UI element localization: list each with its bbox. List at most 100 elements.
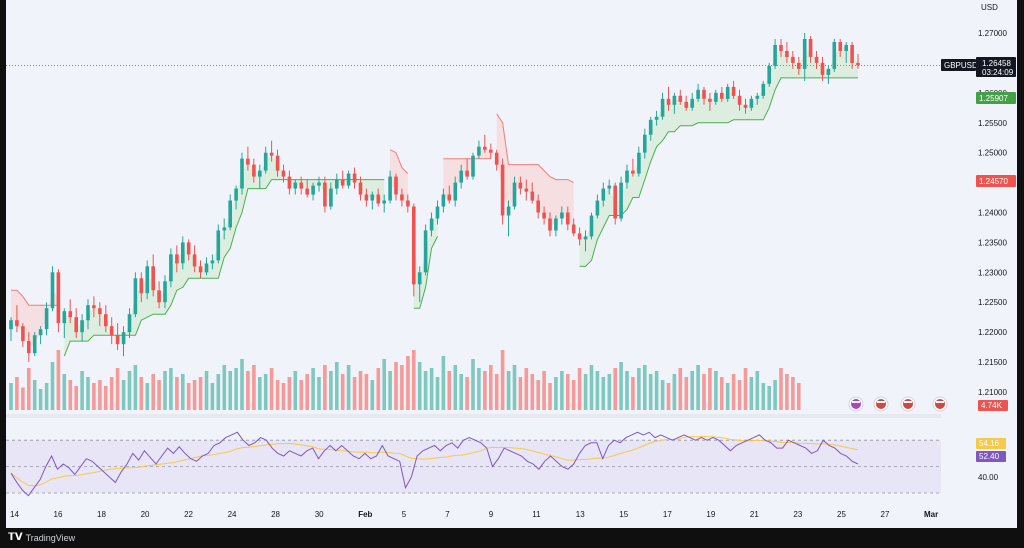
- volume-bar: [660, 380, 665, 410]
- chart-canvas[interactable]: USD1.270001.265001.260001.255001.250001.…: [6, 0, 1017, 528]
- countdown-value: 03:24:09: [982, 68, 1014, 77]
- candle-body: [133, 278, 138, 315]
- supertrend-indicator: [11, 46, 858, 357]
- time-axis: 14 16 18 20 22 24 28 30 Feb 5 7 9 11 13 15 17 19 21 23 25 27…: [6, 503, 1017, 528]
- symbol-badge-bg: [941, 59, 976, 71]
- volume-bar: [234, 368, 238, 410]
- volume-bar: [441, 356, 446, 410]
- volume-bar: [133, 365, 138, 410]
- volume-bar: [406, 356, 410, 410]
- candle-body: [631, 170, 635, 174]
- candle-body: [151, 266, 155, 291]
- volume-bar: [465, 377, 469, 410]
- volume-bar: [32, 380, 37, 410]
- volume-bar: [530, 374, 535, 410]
- volume-bar: [494, 374, 499, 410]
- supertrend-down-badge-bg: [976, 175, 1016, 187]
- candle-body: [109, 326, 114, 336]
- candle-body: [838, 42, 843, 51]
- candle-body: [791, 56, 795, 63]
- candle-body: [797, 62, 801, 69]
- candle-body: [15, 320, 19, 327]
- candle-body: [317, 182, 321, 186]
- volume-bar: [364, 374, 369, 410]
- time-tick-label: 16: [54, 510, 63, 519]
- volume-bar: [423, 371, 428, 410]
- supertrend-down-line: [11, 289, 59, 306]
- currency-label: USD: [981, 3, 998, 12]
- candle-body: [471, 155, 475, 177]
- volume-bar: [258, 377, 262, 410]
- volume-bar: [518, 377, 523, 410]
- candle-body: [346, 173, 351, 186]
- volume-bar: [577, 368, 582, 410]
- time-tick-label: 15: [619, 510, 628, 519]
- candle-body: [435, 206, 440, 219]
- us-flag-icon-inner: [876, 399, 886, 409]
- rsi-band: [6, 440, 941, 493]
- candle-body: [417, 272, 422, 285]
- candle-body: [589, 215, 594, 237]
- us-flag-icon-inner: [935, 399, 945, 409]
- candle-body: [358, 182, 363, 195]
- volume-bar: [139, 377, 144, 410]
- candle-body: [38, 329, 43, 336]
- volume-bar: [459, 374, 463, 410]
- candle-body: [832, 42, 837, 69]
- candle-body: [68, 311, 73, 318]
- volume-bar: [157, 380, 161, 410]
- candle-body: [702, 89, 706, 99]
- volume-bar: [198, 377, 203, 410]
- volume-bar: [50, 362, 55, 410]
- volume-bar: [21, 387, 25, 410]
- pane-separator: [6, 414, 941, 418]
- supertrend-down-fill: [496, 113, 574, 229]
- volume-bar: [743, 368, 748, 410]
- volume-bar: [186, 383, 191, 410]
- candle-body: [263, 152, 268, 171]
- volume-bar: [684, 377, 689, 410]
- tradingview-branding[interactable]: 𝗧𝗩 TradingView: [8, 532, 75, 543]
- candle-body: [577, 233, 582, 240]
- volume-bar: [536, 380, 540, 410]
- volume-bar: [453, 365, 458, 410]
- volume-bar: [417, 362, 422, 410]
- candle-body: [477, 146, 481, 156]
- candle-body: [542, 212, 546, 219]
- volume-bar: [352, 377, 357, 410]
- price-tick-label: 1.22500: [978, 298, 1007, 307]
- volume-bar: [98, 380, 102, 410]
- volume-bar: [708, 368, 712, 410]
- chart-area[interactable]: USD1.270001.265001.260001.255001.250001.…: [6, 0, 1017, 528]
- time-tick-label: 30: [315, 510, 324, 519]
- volume-bar: [791, 377, 795, 410]
- candle-body: [364, 194, 369, 201]
- supertrend-down-line: [496, 113, 574, 184]
- candle-body: [441, 194, 446, 207]
- candle-body: [127, 314, 132, 333]
- candle-body: [731, 86, 736, 96]
- supertrend-down-badge: 1.24570: [979, 177, 1008, 186]
- volume-bar: [163, 371, 167, 410]
- volume-bar: [737, 380, 742, 410]
- candle-body: [607, 185, 612, 189]
- volume-bar: [228, 371, 232, 410]
- candle-body: [850, 45, 854, 63]
- volume-bar: [400, 365, 404, 410]
- candle-body: [323, 182, 327, 207]
- rsi-badge: 52.40: [979, 452, 1000, 461]
- candle-body: [198, 266, 203, 273]
- volume-bar: [74, 386, 78, 410]
- volume-bar: [720, 377, 724, 410]
- supertrend-up-line: [413, 236, 438, 309]
- candle-body: [512, 182, 517, 207]
- rsi-panel: [6, 431, 941, 497]
- candle-body: [648, 119, 653, 135]
- candle-body: [340, 179, 345, 186]
- volume-badge-bg: [978, 400, 1008, 411]
- candle-body: [234, 188, 238, 201]
- us-flag-icon-stripe: [936, 401, 944, 403]
- candle-body: [595, 200, 600, 216]
- candle-body: [352, 173, 357, 183]
